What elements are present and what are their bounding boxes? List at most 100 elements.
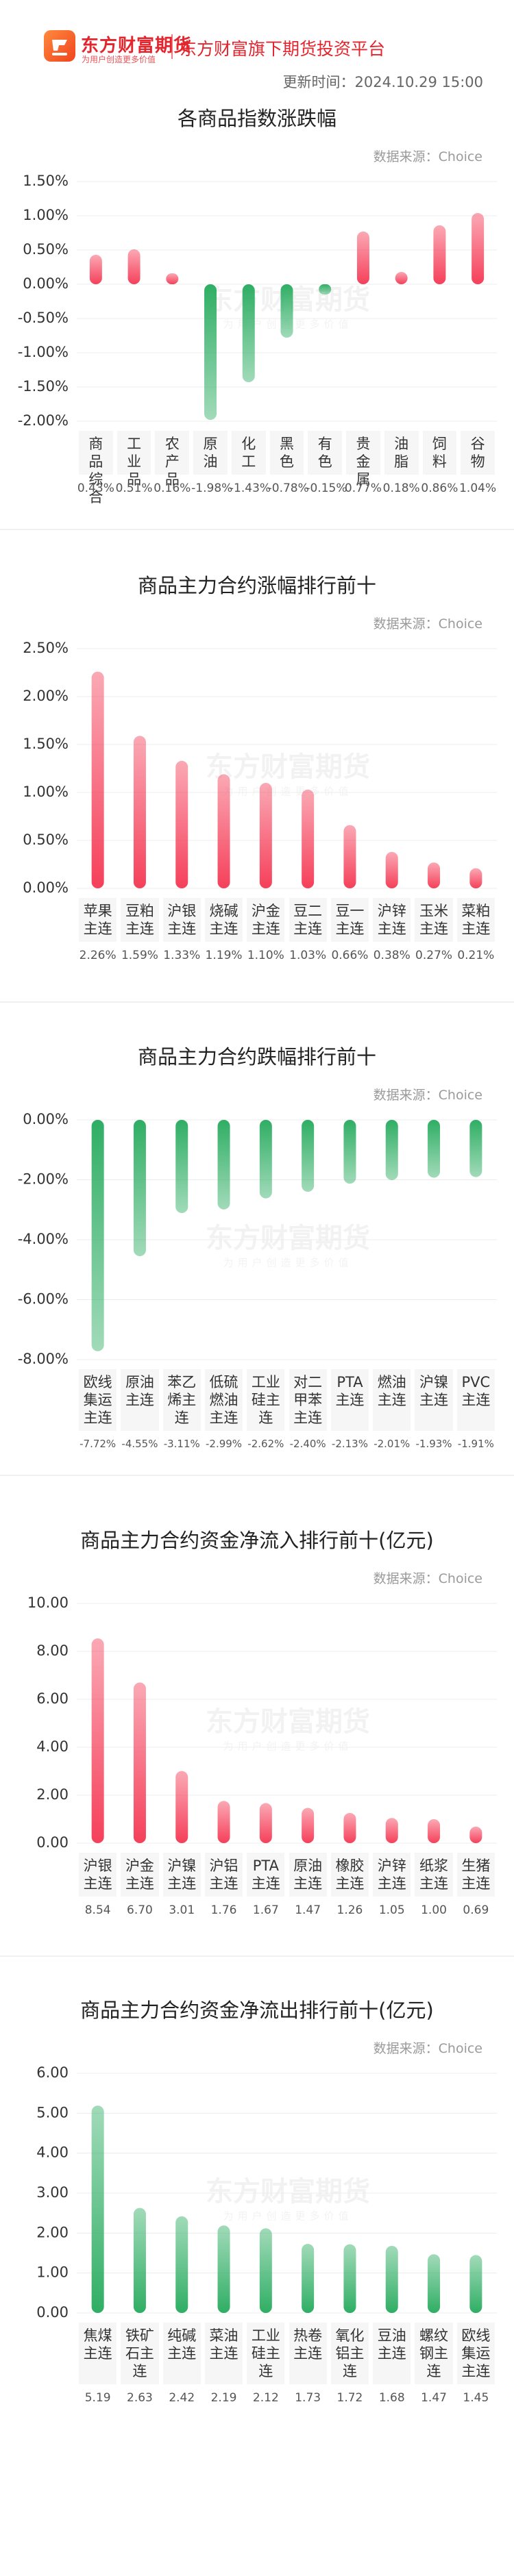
category-label: 橡胶主连: [330, 1853, 369, 1897]
bar: [343, 1120, 356, 1184]
y-tick-label: 8.00: [36, 1642, 69, 1659]
bar: [302, 2244, 315, 2313]
watermark: 东方财富期货: [206, 1706, 370, 1738]
bar: [175, 760, 188, 888]
value-label: 0.51%: [115, 482, 153, 495]
category-label: 黑色: [269, 431, 304, 475]
value-label: 0.38%: [373, 949, 411, 962]
value-label: 0.16%: [154, 482, 191, 495]
category-label: 螺纹钢主连: [415, 2323, 453, 2384]
category-label: PTA主连: [330, 1369, 369, 1431]
chart-title: 商品主力合约资金净流入排行前十(亿元): [80, 1529, 434, 1552]
bar: [217, 2225, 230, 2313]
value-label: -2.99%: [206, 1438, 243, 1450]
y-tick-label: 1.50%: [23, 736, 69, 752]
bar: [166, 273, 179, 284]
value-label: 0.21%: [457, 949, 495, 962]
value-label: 1.00: [421, 1903, 447, 1917]
y-tick-label: 2.00: [36, 2224, 69, 2240]
value-label: -7.72%: [79, 1438, 117, 1450]
bar: [89, 255, 102, 284]
value-label: -0.15%: [306, 482, 347, 495]
category-label: 铁矿石主连: [121, 2323, 159, 2384]
chart-title: 商品主力合约涨幅排行前十: [137, 574, 376, 597]
y-tick-label: -2.00%: [18, 1171, 69, 1188]
bar: [343, 2244, 356, 2313]
y-tick-label: 6.00: [36, 2064, 69, 2081]
value-label: -2.13%: [331, 1438, 368, 1450]
watermark: 东方财富期货: [206, 751, 370, 783]
category-label: 工业硅主连: [247, 1369, 285, 1431]
bar: [433, 225, 446, 284]
bar: [469, 2255, 482, 2313]
y-tick-label: -1.00%: [18, 344, 69, 360]
bar: [469, 1826, 482, 1843]
value-label: -1.98%: [191, 482, 233, 495]
category-label: 原油: [193, 431, 228, 475]
logo-icon: [52, 40, 67, 55]
category-label: 化工: [231, 431, 266, 475]
bar: [91, 1638, 104, 1843]
bar: [175, 1120, 188, 1214]
category-label: 豆一主连: [330, 898, 369, 942]
data-source: 数据来源：Choice: [373, 2041, 482, 2056]
value-label: 1.45: [463, 2391, 489, 2405]
category-label: 原油主连: [289, 1853, 327, 1897]
value-label: 2.63: [127, 2391, 153, 2405]
value-label: 1.76: [210, 1903, 237, 1917]
category-label: 工业硅主连: [247, 2323, 285, 2384]
bar: [343, 825, 356, 888]
category-label: 纸浆主连: [415, 1853, 453, 1897]
bar: [259, 1803, 272, 1843]
value-label: 6.70: [127, 1903, 153, 1917]
value-label: 0.66%: [331, 949, 369, 962]
category-label: PTA主连: [247, 1853, 285, 1897]
watermark-slogan: 为用户创造更多价值: [223, 1740, 352, 1753]
divider: [171, 34, 173, 59]
bar: [91, 671, 104, 888]
value-label: 1.19%: [205, 949, 243, 962]
bar: [302, 1808, 315, 1843]
y-tick-label: 5.00: [36, 2104, 69, 2121]
bar: [133, 1120, 146, 1257]
category-label: 纯碱主连: [162, 2323, 201, 2384]
y-tick-label: 4.00: [36, 2144, 69, 2161]
category-label: 原油主连: [121, 1369, 159, 1431]
watermark: 东方财富期货: [206, 2176, 370, 2208]
category-label: 沪金主连: [121, 1853, 159, 1897]
value-label: 0.69: [463, 1903, 489, 1917]
value-label: 1.33%: [163, 949, 201, 962]
value-label: -1.91%: [457, 1438, 494, 1450]
bar: [469, 1120, 482, 1177]
category-label: 沪锌主连: [373, 898, 411, 942]
value-label: 1.04%: [459, 482, 497, 495]
value-label: 3.01: [169, 1903, 195, 1917]
bar: [242, 284, 255, 382]
category-label: 农产品: [155, 431, 190, 488]
section-divider: [0, 1955, 514, 1957]
y-tick-label: 0.00%: [23, 1111, 69, 1127]
value-label: 1.26: [336, 1903, 363, 1917]
bar: [259, 2228, 272, 2313]
category-label: 沪镍主连: [162, 1853, 201, 1897]
value-label: -2.40%: [289, 1438, 326, 1450]
value-label: 1.10%: [247, 949, 284, 962]
y-tick-label: 0.50%: [23, 241, 69, 258]
category-label: 豆二主连: [289, 898, 327, 942]
y-tick-label: 3.00: [36, 2184, 69, 2201]
platform: 东方财富旗下期货投资平台: [180, 39, 386, 59]
bar: [302, 789, 315, 888]
value-label: 1.72: [336, 2391, 363, 2405]
bar: [469, 868, 482, 888]
value-label: 0.86%: [421, 482, 458, 495]
y-tick-label: -2.00%: [18, 412, 69, 429]
category-label: 油脂: [384, 431, 419, 475]
data-source: 数据来源：Choice: [373, 616, 482, 632]
category-label: 沪金主连: [247, 898, 285, 942]
y-tick-label: 6.00: [36, 1690, 69, 1707]
y-tick-label: 1.00%: [23, 207, 69, 223]
y-tick-label: 0.00: [36, 1834, 69, 1851]
